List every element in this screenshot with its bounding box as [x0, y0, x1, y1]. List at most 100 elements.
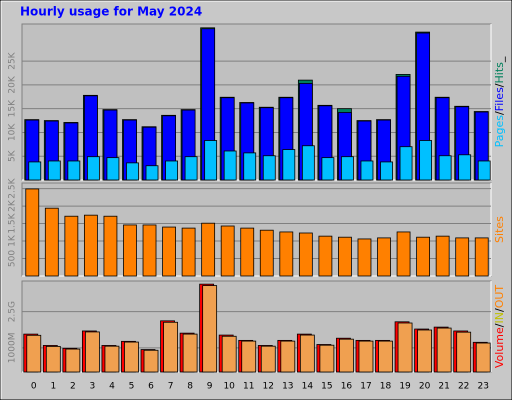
y-tick-label: 2.5K	[8, 177, 18, 198]
bar	[280, 340, 296, 373]
x-tick-label: 11	[243, 382, 254, 392]
bar	[279, 231, 294, 277]
bar	[163, 321, 178, 373]
x-tick-label: 9	[207, 382, 213, 392]
bar	[162, 226, 176, 277]
legend-separator: /	[493, 308, 506, 312]
bar	[357, 238, 372, 277]
bar	[299, 334, 315, 373]
bar	[399, 146, 413, 181]
legend-entry: Pages	[493, 115, 506, 148]
bar	[220, 225, 235, 277]
x-tick-label: 19	[399, 382, 411, 392]
plot-area	[21, 280, 492, 373]
bar	[221, 335, 237, 373]
legend: Volume/IN/OUT	[493, 285, 506, 369]
x-tick-label: 14	[302, 382, 314, 392]
bar	[380, 161, 393, 181]
legend-entry: Sites	[493, 216, 506, 243]
y-tick-label: 25K	[8, 51, 18, 69]
bar	[223, 150, 237, 181]
bar	[456, 331, 472, 373]
bar	[47, 160, 61, 181]
x-tick-label: 7	[168, 382, 174, 392]
legend-separator: /	[493, 111, 506, 115]
x-tick-label: 15	[321, 382, 332, 392]
x-tick-label: 13	[282, 382, 293, 392]
bar	[241, 340, 257, 373]
x-tick-label: 22	[458, 382, 469, 392]
bar	[262, 155, 276, 181]
bar	[106, 157, 120, 181]
bar	[475, 342, 491, 373]
bar	[143, 349, 159, 373]
bar	[142, 224, 157, 277]
y-tick-label: 5K	[8, 149, 18, 162]
bar	[165, 160, 178, 181]
bar	[339, 338, 354, 373]
bar	[240, 227, 255, 277]
bar	[455, 237, 470, 277]
legend-entry: IN	[493, 312, 506, 323]
bar	[145, 165, 159, 181]
bar	[45, 346, 61, 373]
bar	[416, 236, 431, 277]
x-tick-label: 20	[419, 382, 431, 392]
bar	[26, 334, 42, 373]
bar	[417, 329, 433, 373]
bar	[184, 156, 198, 181]
bar	[338, 236, 352, 277]
bar	[282, 149, 296, 181]
bar	[341, 156, 354, 181]
x-tick-label: 5	[129, 382, 135, 392]
y-tick-label: 10K	[8, 123, 18, 141]
x-tick-label: 2	[70, 382, 76, 392]
bar	[182, 333, 198, 373]
y-tick-label: 1000M	[8, 333, 18, 364]
bar	[86, 156, 100, 181]
bar	[83, 214, 98, 277]
bar	[25, 188, 40, 277]
legend-entry: Files	[493, 87, 506, 111]
bar	[301, 145, 315, 181]
x-tick-label: 10	[223, 382, 235, 392]
bar	[319, 344, 335, 373]
x-tick-label: 8	[187, 382, 193, 392]
bar	[358, 340, 374, 373]
bar	[419, 140, 433, 181]
bar	[243, 152, 257, 181]
bar	[298, 232, 313, 277]
bar	[84, 331, 100, 373]
bar	[435, 235, 450, 277]
legend: Sites	[493, 216, 506, 243]
bar	[44, 207, 59, 277]
bar	[260, 345, 276, 373]
legend-entry: OUT	[493, 285, 506, 309]
y-tick-label: 15K	[8, 99, 18, 117]
bar	[65, 348, 81, 373]
bar	[124, 341, 139, 373]
bar	[477, 160, 491, 181]
legend-separator: /	[493, 83, 506, 87]
bar	[378, 340, 393, 373]
x-tick-label: 0	[31, 382, 37, 392]
chart-title: Hourly usage for May 2024	[20, 5, 202, 19]
plot-area	[21, 23, 492, 181]
x-tick-label: 4	[109, 382, 115, 392]
x-tick-label: 17	[360, 382, 371, 392]
bar	[259, 229, 274, 277]
x-tick-label: 16	[341, 382, 353, 392]
x-tick-label: 23	[478, 382, 489, 392]
bar	[126, 162, 139, 181]
bar	[321, 157, 335, 181]
bar	[438, 155, 452, 181]
bar	[104, 345, 120, 373]
y-tick-label: 1K	[8, 234, 18, 247]
bar	[436, 327, 452, 373]
bar	[202, 285, 218, 373]
bar	[377, 237, 391, 277]
x-tick-label: 3	[90, 382, 96, 392]
legend-suffix: _	[493, 56, 506, 63]
y-tick-label: 500	[8, 250, 18, 267]
